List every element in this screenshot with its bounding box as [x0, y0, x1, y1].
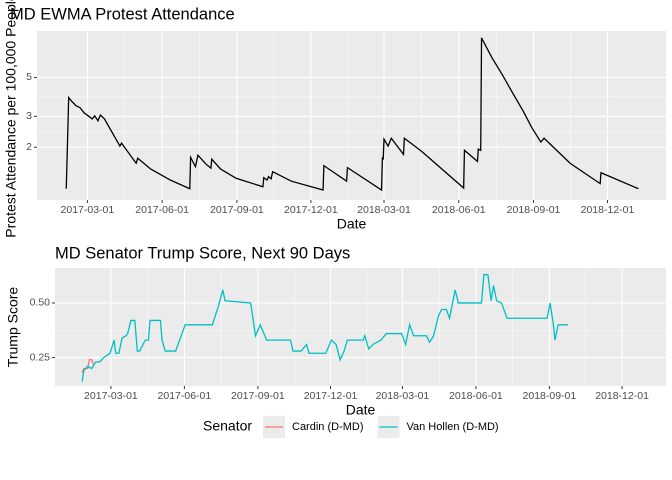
- y-tick-label: 0.25: [30, 351, 51, 363]
- x-tick-label: 2018-09-01: [507, 204, 561, 216]
- y-axis-title: Protest Attendance per 100,000 People: [3, 0, 19, 238]
- x-tick-label: 2018-03-01: [357, 204, 411, 216]
- legend-label: Cardin (D-MD): [292, 421, 364, 433]
- x-tick-label: 2018-06-01: [449, 390, 503, 402]
- x-tick-label: 2017-12-01: [304, 390, 358, 402]
- x-tick-label: 2017-12-01: [284, 204, 338, 216]
- x-tick-label: 2017-06-01: [135, 204, 189, 216]
- data-line: [81, 273, 568, 382]
- chart-title: MD Senator Trump Score, Next 90 Days: [55, 244, 350, 262]
- x-tick-label: 2017-03-01: [61, 204, 115, 216]
- panel-background: [55, 268, 666, 386]
- x-tick-label: 2018-12-01: [581, 204, 635, 216]
- data-line: [81, 359, 94, 374]
- x-axis-title: Date: [346, 402, 376, 418]
- data-line: [65, 37, 639, 192]
- x-tick-label: 2017-09-01: [231, 390, 285, 402]
- x-tick-label: 2018-09-01: [523, 390, 577, 402]
- x-tick-label: 2017-03-01: [84, 390, 138, 402]
- y-tick-label: 3: [26, 110, 32, 122]
- x-tick-label: 2018-12-01: [595, 390, 649, 402]
- x-axis-title: Date: [337, 216, 367, 232]
- y-tick-label: 0.50: [30, 297, 51, 309]
- x-tick-label: 2017-09-01: [210, 204, 264, 216]
- chart-title: MD EWMA Protest Attendance: [10, 5, 235, 23]
- x-tick-label: 2018-06-01: [432, 204, 486, 216]
- panel-background: [37, 31, 666, 200]
- x-tick-label: 2018-03-01: [376, 390, 430, 402]
- y-tick-label: 5: [26, 71, 32, 83]
- y-axis-title: Trump Score: [5, 287, 21, 368]
- legend-title: Senator: [203, 418, 252, 434]
- legend-label: Van Hollen (D-MD): [407, 421, 499, 433]
- x-tick-label: 2017-06-01: [158, 390, 212, 402]
- y-tick-label: 2: [26, 141, 32, 153]
